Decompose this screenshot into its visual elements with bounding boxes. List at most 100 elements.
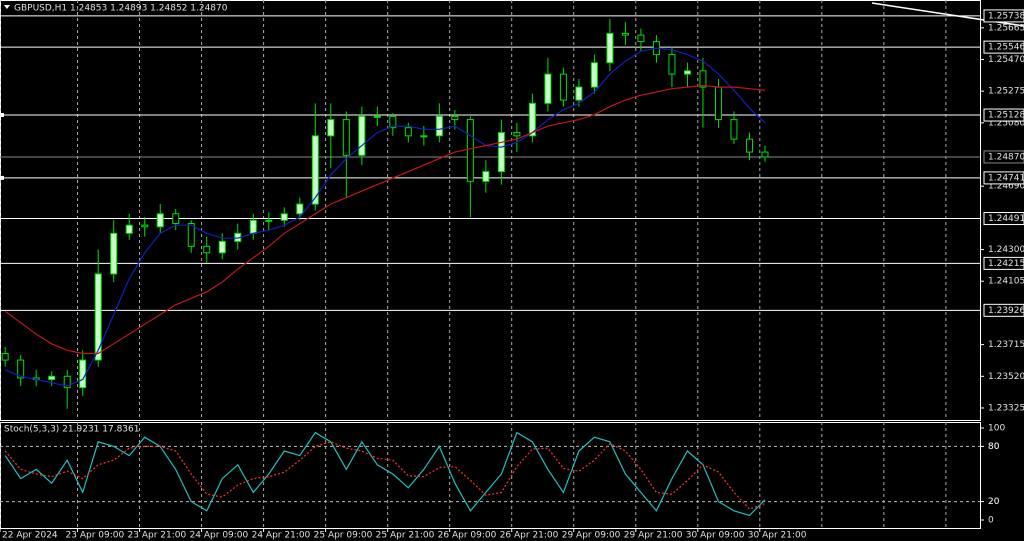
level-label-box: [983, 256, 1024, 270]
candle-body: [699, 70, 707, 88]
candle-body: [637, 34, 645, 43]
y-tick-label: 1.24300: [988, 245, 1024, 255]
candle-body: [358, 115, 366, 156]
x-tick-label: 23 Apr 09:00: [66, 531, 125, 541]
candle-body: [218, 240, 226, 254]
x-tick-label: 25 Apr 09:00: [314, 531, 373, 541]
x-tick-label: 25 Apr 21:00: [376, 531, 435, 541]
x-tick-label: 30 Apr 21:00: [748, 531, 807, 541]
candle-body: [730, 119, 738, 140]
candle-body: [420, 135, 428, 138]
y-tick-label: 1.23520: [988, 372, 1024, 382]
chart-title: GBPUSD,H1 1.24853 1.24893 1.24852 1.2487…: [14, 4, 228, 14]
candle-body: [621, 32, 629, 36]
candle-body: [482, 171, 490, 182]
y-tick-label: 0: [988, 515, 994, 525]
candle-body: [79, 359, 87, 389]
candle-body: [48, 375, 56, 381]
x-tick-label: 30 Apr 09:00: [686, 531, 745, 541]
candle-body: [203, 245, 211, 254]
candle-body: [249, 219, 257, 234]
candle-body: [435, 115, 443, 137]
candle-body: [714, 86, 722, 121]
candle-body: [559, 73, 567, 101]
candle-body: [311, 135, 319, 205]
y-tick-label: 1.24105: [988, 277, 1024, 287]
candle-body: [125, 224, 133, 234]
indicator-title: Stoch(5,3,3) 21.9231 17.8361: [4, 425, 139, 435]
level-label: 80: [988, 442, 1000, 452]
level-label: 1.24741: [988, 173, 1024, 183]
level-marker: [0, 113, 4, 118]
level-label-box: [983, 40, 1024, 54]
candle-body: [110, 232, 118, 275]
candle-body: [544, 73, 552, 104]
candle-body: [327, 119, 335, 137]
candle-body: [187, 223, 195, 247]
price-label-box: [983, 150, 1024, 164]
candle-body: [451, 115, 459, 121]
y-tick-label: 80: [988, 442, 1000, 452]
candle-body: [172, 213, 180, 225]
x-tick-label: 22 Apr 2024: [2, 531, 58, 541]
candle-body: [1, 353, 9, 361]
level-label: 1.25546: [988, 43, 1024, 53]
candle-body: [63, 375, 71, 389]
current-price-label: 1.24870: [988, 152, 1024, 162]
x-tick-label: 29 Apr 21:00: [624, 531, 683, 541]
level-label: 1.24491: [988, 214, 1024, 224]
candle-body: [296, 203, 304, 215]
y-tick-label: 100: [988, 423, 1005, 433]
candle-body: [404, 127, 412, 137]
level-marker: [0, 175, 4, 180]
candle-body: [466, 119, 474, 182]
y-tick-label: 1.25470: [988, 55, 1024, 65]
x-tick-label: 24 Apr 21:00: [252, 531, 311, 541]
level-label-box: [983, 303, 1024, 317]
candle-body: [575, 86, 583, 101]
level-label: 1.25128: [988, 111, 1024, 121]
indicator-line: [4, 431, 766, 517]
candle-body: [528, 102, 536, 137]
candle-body: [94, 273, 102, 361]
candle-body: [745, 138, 753, 153]
y-tick-label: 1.23325: [988, 403, 1024, 413]
candle-body: [513, 132, 521, 137]
level-label-box: [983, 9, 1024, 23]
candle-body: [342, 119, 350, 156]
level-label: 1.24215: [988, 259, 1024, 269]
candle-body: [761, 151, 769, 158]
indicator-line: [4, 47, 766, 387]
candle-body: [606, 32, 614, 64]
level-label-box: [983, 171, 1024, 185]
candle-body: [265, 219, 273, 222]
candle-body: [280, 213, 288, 221]
y-tick-label: 20: [988, 497, 1000, 507]
menu-arrow[interactable]: [4, 5, 10, 9]
candle-body: [389, 115, 397, 129]
x-tick-label: 26 Apr 21:00: [500, 531, 559, 541]
x-tick-label: 23 Apr 21:00: [128, 531, 187, 541]
panel-border: [0, 422, 981, 529]
y-tick-label: 1.25275: [988, 87, 1024, 97]
indicator-line: [4, 84, 766, 355]
y-tick-label: 1.23715: [988, 340, 1024, 350]
y-tick-label: 1.25665: [988, 23, 1024, 33]
x-tick-label: 26 Apr 09:00: [438, 531, 497, 541]
candle-body: [683, 70, 691, 75]
candle-body: [590, 62, 598, 88]
candle-body: [156, 213, 164, 228]
candle-body: [17, 359, 25, 379]
level-label-box: [983, 108, 1024, 122]
y-tick-label: 1.24690: [988, 182, 1024, 192]
candle-body: [497, 132, 505, 173]
x-tick-label: 24 Apr 09:00: [190, 531, 249, 541]
x-tick-label: 29 Apr 09:00: [562, 531, 621, 541]
candle-body: [141, 224, 149, 228]
y-tick-label: 1.25080: [988, 118, 1024, 128]
candle-body: [373, 115, 381, 118]
indicator-line: [4, 441, 766, 510]
level-label: 20: [988, 497, 1000, 507]
level-label: 1.25738: [988, 11, 1024, 21]
